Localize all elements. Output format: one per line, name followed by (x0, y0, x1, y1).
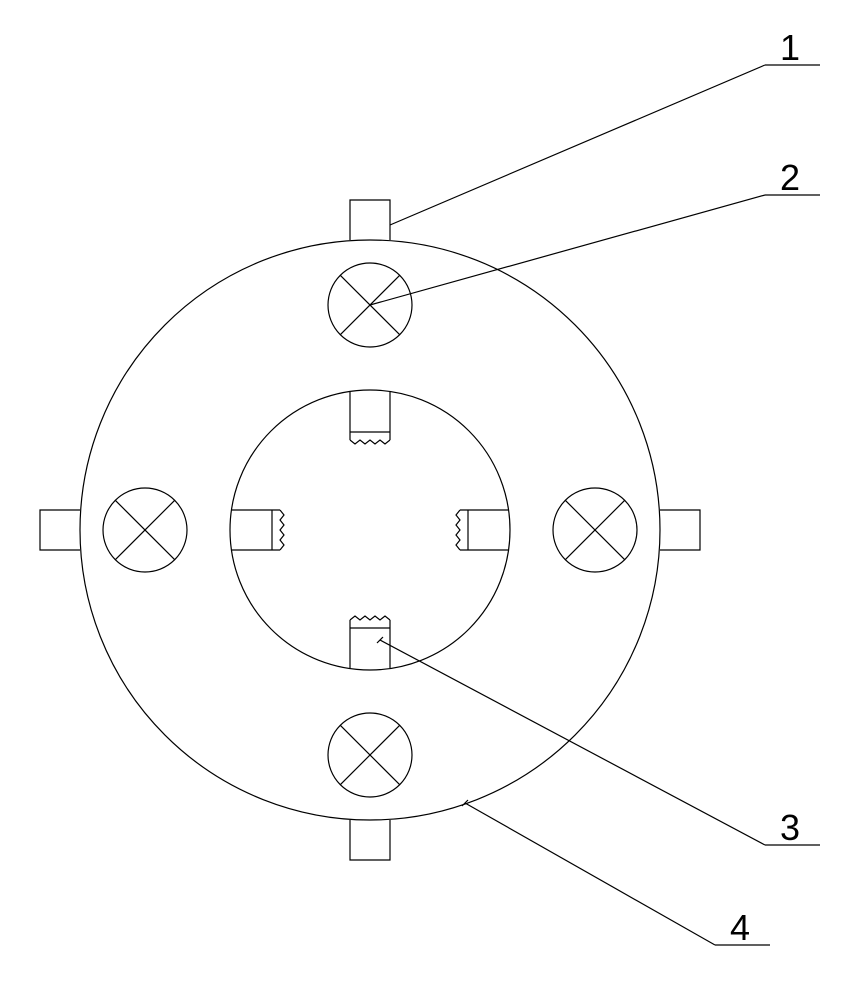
callout-label-2: 2 (780, 157, 800, 199)
callout-label-1: 1 (780, 27, 800, 69)
callout-label-4: 4 (730, 907, 750, 949)
callout-label-3: 3 (780, 807, 800, 849)
engineering-diagram (0, 0, 863, 1000)
diagram-canvas: 1 2 3 4 (0, 0, 863, 1000)
